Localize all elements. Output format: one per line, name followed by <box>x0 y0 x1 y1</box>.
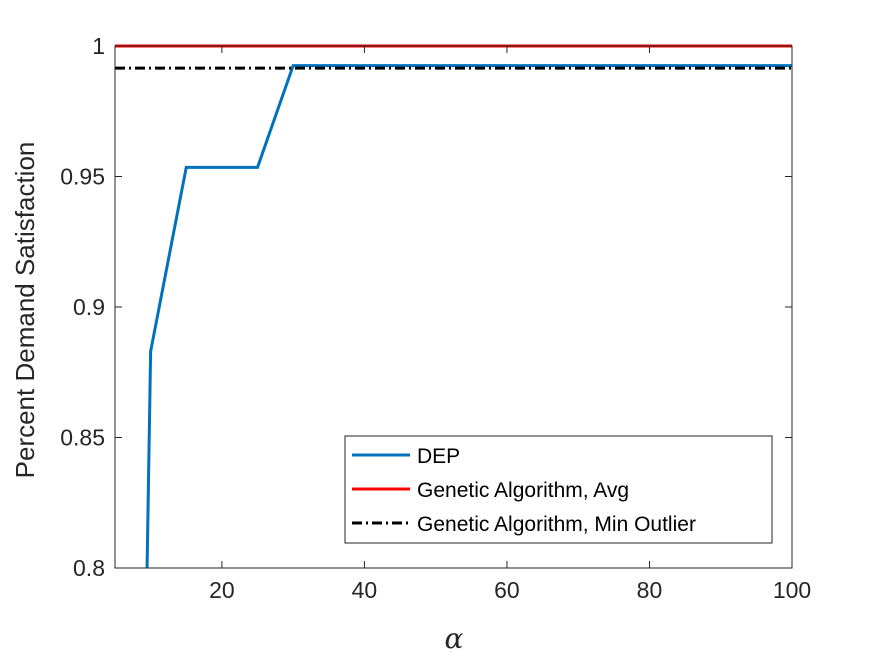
series-line-1 <box>145 64 792 569</box>
ticks-layer: 20 40 60 80 100 0.8 0.85 0.9 0.95 1 <box>60 33 811 603</box>
y-tick-label: 0.85 <box>60 425 105 451</box>
x-tick-label: 20 <box>209 577 235 603</box>
x-tick-label: 100 <box>773 577 811 603</box>
legend: DEP Genetic Algorithm, Avg Genetic Algorit… <box>344 435 773 544</box>
x-tick-label: 80 <box>637 577 663 603</box>
x-axis-label: α <box>445 622 464 655</box>
y-tick-label: 0.9 <box>73 294 105 320</box>
legend-label-1: DEP <box>417 445 460 468</box>
y-tick-label: 1 <box>92 33 105 59</box>
x-tick-label: 40 <box>352 577 378 603</box>
legend-label-3: Genetic Algorithm, Min Outlier <box>417 513 696 536</box>
y-axis-label: Percent Demand Satisfaction <box>10 142 40 479</box>
legend-box <box>344 435 773 544</box>
legend-label-2: Genetic Algorithm, Avg <box>417 479 629 502</box>
y-tick-label: 0.95 <box>60 164 105 190</box>
x-tick-label: 60 <box>494 577 520 603</box>
y-tick-label: 0.8 <box>73 555 105 581</box>
